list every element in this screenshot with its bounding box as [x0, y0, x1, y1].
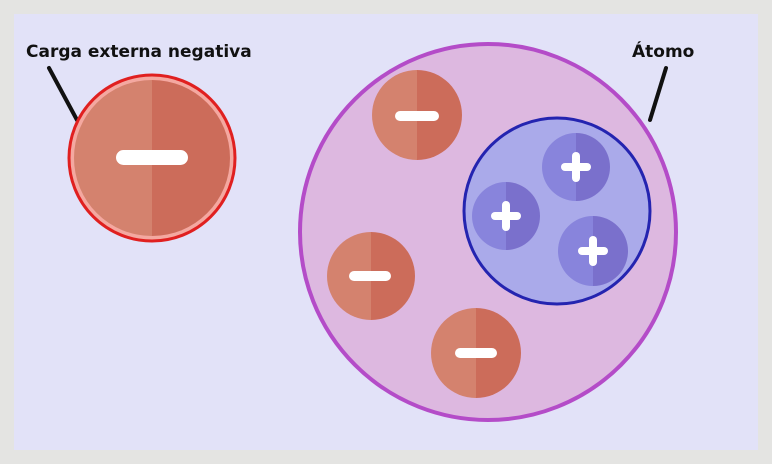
electron [431, 308, 521, 398]
external-charge-pointer [47, 66, 79, 122]
atom [298, 42, 678, 422]
plus-sign-icon [561, 152, 591, 182]
plus-sign-icon [578, 236, 608, 266]
plus-sign-icon [491, 201, 521, 231]
proton [472, 182, 540, 250]
electron [372, 70, 462, 160]
atom-label: Átomo [632, 40, 694, 62]
atom-pointer [648, 66, 668, 122]
proton [558, 216, 628, 286]
nucleus [462, 116, 652, 306]
external-charge-label: Carga externa negativa [26, 42, 252, 62]
minus-sign-icon [116, 150, 188, 165]
electron [327, 232, 415, 320]
minus-sign-icon [395, 111, 439, 121]
proton [542, 133, 610, 201]
minus-sign-icon [349, 271, 391, 281]
external-charge [67, 73, 237, 243]
minus-sign-icon [455, 348, 497, 358]
